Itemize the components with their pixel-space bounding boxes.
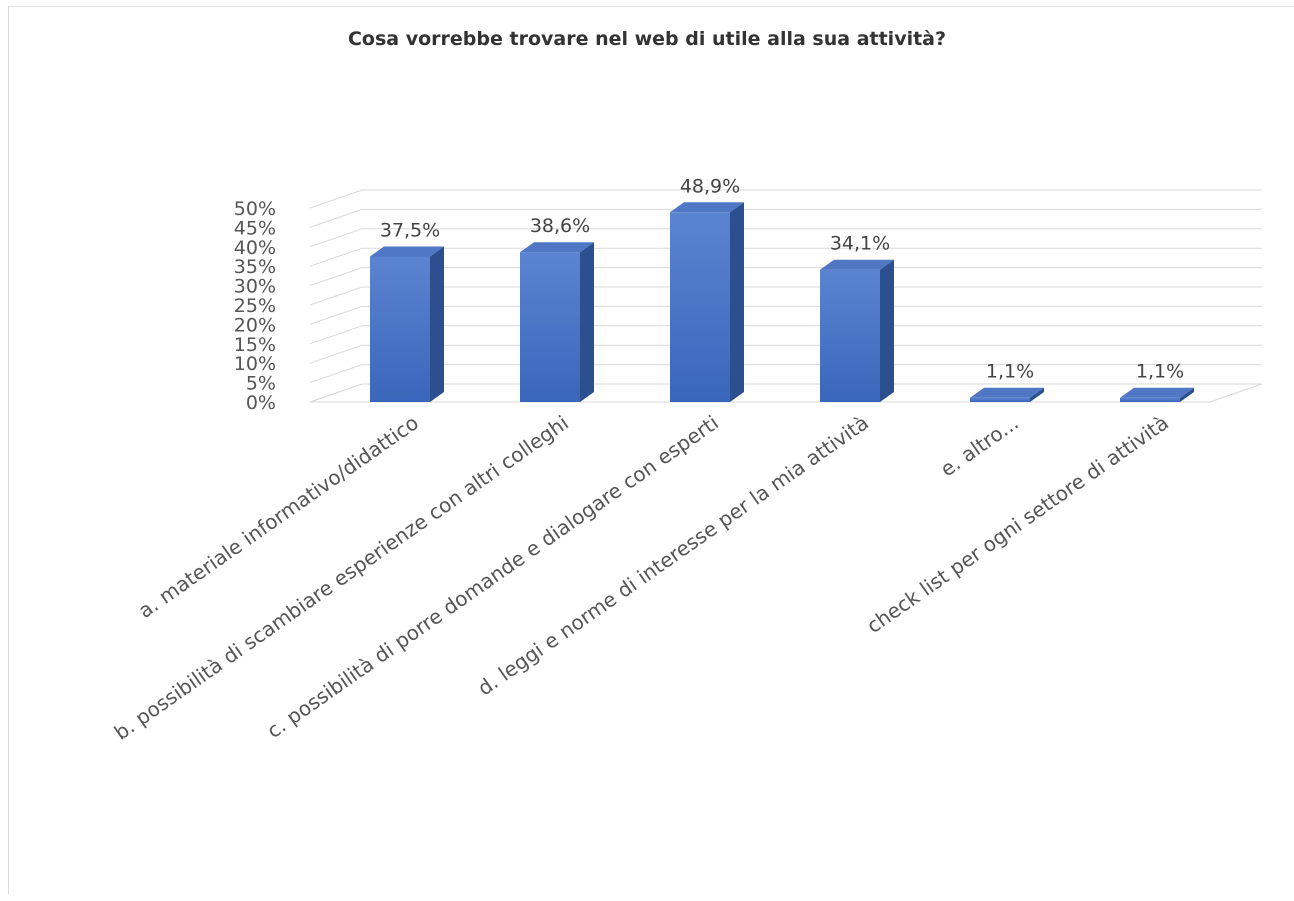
y-tick-label: 50% [234, 198, 276, 220]
gridline-side [309, 305, 363, 325]
y-tick-label: 30% [234, 276, 276, 298]
y-tick-label: 15% [234, 334, 276, 356]
bar [370, 246, 444, 402]
y-tick-label: 25% [234, 295, 276, 317]
y-tick-label: 10% [234, 353, 276, 375]
y-tick-label: 5% [246, 373, 276, 395]
bar [670, 202, 744, 402]
x-tick-label: e. altro... [936, 410, 1023, 481]
bar-top [970, 387, 1044, 398]
bar-side [1180, 387, 1194, 402]
bar-top [370, 246, 444, 257]
x-tick-label: check list per ogni settore di attività [862, 410, 1173, 638]
x-tick-label: a. materiale informativo/didattico [134, 410, 423, 622]
y-tick-label: 35% [234, 256, 276, 278]
bar-top [520, 242, 594, 253]
bar-side [1030, 387, 1044, 402]
bar-top [820, 259, 894, 270]
gridline-side [309, 344, 363, 364]
chart-frame [8, 6, 1294, 894]
gridline-side [309, 286, 363, 306]
y-axis: 0%5%10%15%20%25%30%35%40%45%50% [234, 198, 276, 414]
gridlines [309, 189, 1263, 403]
y-tick-label: 40% [234, 237, 276, 259]
bar [820, 259, 894, 402]
bar-front [520, 252, 580, 402]
gridline-side [309, 364, 363, 384]
gridline-side [309, 228, 363, 248]
data-label: 37,5% [380, 220, 440, 242]
data-label: 38,6% [530, 215, 590, 237]
bar [520, 242, 594, 402]
gridline-side [309, 247, 363, 267]
bar-front [370, 256, 430, 402]
bar-front [670, 212, 730, 402]
gridline-side [309, 208, 363, 228]
bar-side [730, 202, 744, 402]
bars [370, 202, 1194, 402]
y-tick-label: 20% [234, 314, 276, 336]
data-label: 1,1% [986, 361, 1034, 383]
bar-top [1120, 387, 1194, 398]
bar-front [820, 269, 880, 402]
bar-top [670, 202, 744, 213]
gridline-side [309, 189, 363, 209]
bar-side [880, 259, 894, 402]
bar [970, 387, 1044, 402]
bar-side [580, 242, 594, 402]
bar-side [430, 246, 444, 402]
chart-title: Cosa vorrebbe trovare nel web di utile a… [347, 28, 947, 50]
bar-front [970, 397, 1030, 402]
bar [1120, 387, 1194, 402]
y-tick-label: 0% [246, 392, 276, 414]
data-label: 48,9% [680, 175, 740, 197]
data-labels: 37,5% 38,6% 48,9% 34,1% 1,1% 1,1% [380, 175, 1184, 382]
y-tick-label: 45% [234, 217, 276, 239]
bar-front [1120, 397, 1180, 402]
gridline-side [309, 267, 363, 287]
data-label: 34,1% [830, 233, 890, 255]
gridline-side [309, 325, 363, 345]
floor [309, 383, 1263, 403]
data-label: 1,1% [1136, 361, 1184, 383]
